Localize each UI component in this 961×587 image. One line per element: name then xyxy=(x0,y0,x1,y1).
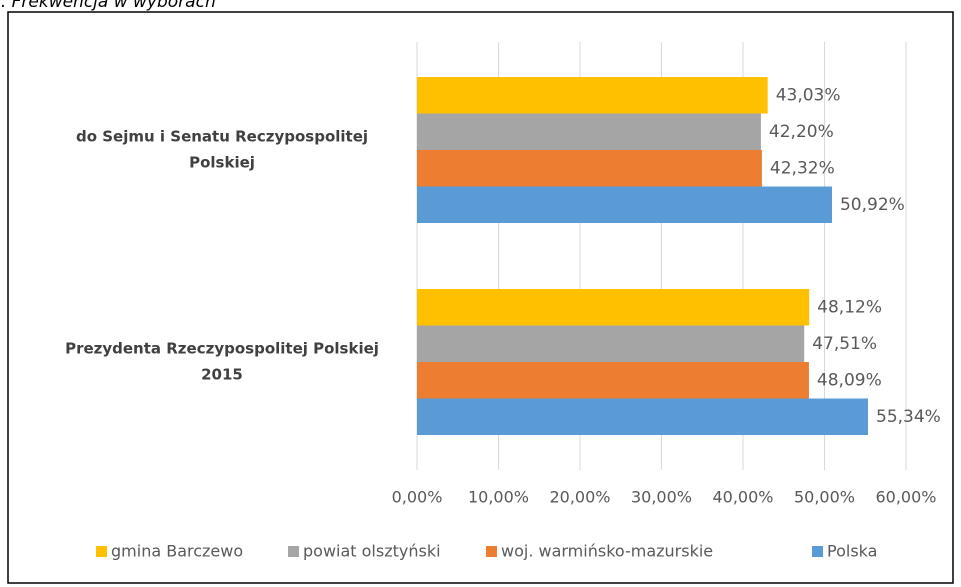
bar xyxy=(417,150,762,187)
bar xyxy=(417,362,809,399)
legend-label: woj. warmińsko-mazurskie xyxy=(501,542,713,561)
legend-swatch xyxy=(288,546,299,557)
legend-label: gmina Barczewo xyxy=(111,542,243,561)
bar xyxy=(417,77,768,114)
data-label: 43,03% xyxy=(776,85,841,105)
x-tick-label: 20,00% xyxy=(549,488,610,507)
category-label: Prezydenta Rzeczypospolitej Polskiej xyxy=(65,340,379,358)
data-label: 55,34% xyxy=(876,407,941,427)
legend-swatch xyxy=(812,546,823,557)
x-tick-label: 30,00% xyxy=(631,488,692,507)
bar xyxy=(417,325,805,362)
x-tick-label: 40,00% xyxy=(712,488,773,507)
data-label: 42,32% xyxy=(770,158,835,178)
data-label: 48,12% xyxy=(817,297,882,317)
bar xyxy=(417,398,869,435)
x-tick-label: 50,00% xyxy=(794,488,855,507)
legend-swatch xyxy=(486,546,497,557)
category-label: Polskiej xyxy=(189,154,255,172)
x-tick-label: 60,00% xyxy=(875,488,936,507)
category-label: do Sejmu i Senatu Reczypospolitej xyxy=(76,128,368,146)
bar xyxy=(417,113,761,150)
legend-label: Polska xyxy=(827,542,877,561)
data-label: 47,51% xyxy=(812,334,877,354)
legend-swatch xyxy=(96,546,107,557)
chart-title: 3. Frekwencja w wyborach xyxy=(0,0,216,12)
x-tick-label: 10,00% xyxy=(468,488,529,507)
x-tick-label: 0,00% xyxy=(392,488,443,507)
data-label: 42,20% xyxy=(769,122,834,142)
data-label: 48,09% xyxy=(817,370,882,390)
bar xyxy=(417,186,832,223)
data-label: 50,92% xyxy=(840,195,905,215)
bar xyxy=(417,289,810,326)
legend-label: powiat olsztyński xyxy=(303,542,441,561)
category-label: 2015 xyxy=(201,366,243,384)
